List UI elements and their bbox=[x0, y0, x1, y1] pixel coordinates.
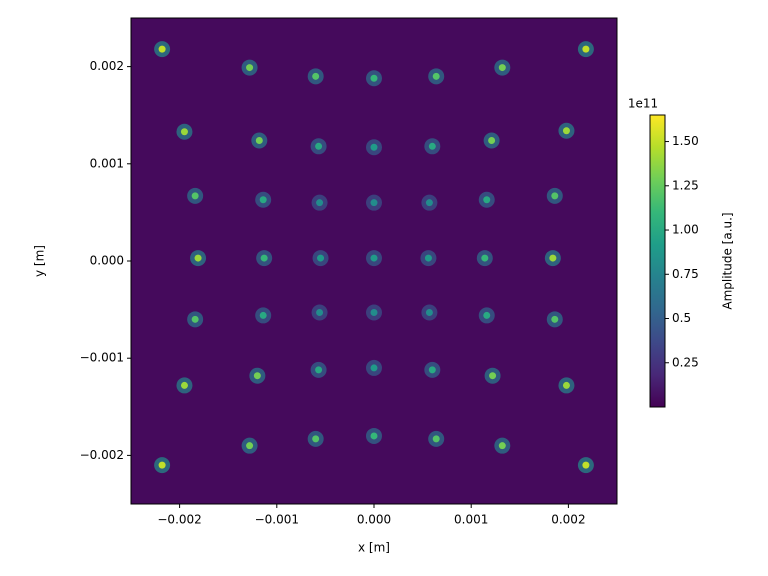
spot bbox=[253, 372, 261, 380]
colorbar-tick-label: 1.50 bbox=[672, 134, 699, 148]
x-tick-label: −0.001 bbox=[255, 513, 299, 527]
y-tick-label: 0.000 bbox=[90, 254, 124, 268]
spot bbox=[428, 142, 436, 150]
spot bbox=[582, 461, 590, 469]
spot bbox=[549, 254, 557, 262]
spot bbox=[498, 442, 506, 450]
y-tick-label: −0.001 bbox=[80, 351, 124, 365]
spot bbox=[489, 372, 497, 380]
spot bbox=[315, 142, 323, 150]
y-axis-label: y [m] bbox=[33, 245, 47, 277]
spot bbox=[259, 196, 267, 204]
x-tick-label: −0.002 bbox=[157, 513, 201, 527]
colorbar-tick-label: 0.75 bbox=[672, 267, 699, 281]
spot bbox=[562, 127, 570, 135]
spot bbox=[312, 435, 320, 443]
colorbar-tick-label: 0.5 bbox=[672, 311, 691, 325]
spot bbox=[312, 72, 320, 80]
spot bbox=[370, 309, 378, 317]
y-tick-label: 0.001 bbox=[90, 156, 124, 170]
y-tick-label: −0.002 bbox=[80, 448, 124, 462]
spot bbox=[370, 143, 378, 151]
colorbar-label: Amplitude [a.u.] bbox=[721, 212, 735, 309]
spot bbox=[260, 254, 268, 262]
spot bbox=[315, 366, 323, 374]
spot bbox=[488, 136, 496, 144]
x-tick-label: 0.000 bbox=[357, 513, 391, 527]
spot bbox=[562, 381, 570, 389]
spot bbox=[259, 311, 267, 319]
spot bbox=[498, 64, 506, 72]
spot bbox=[191, 192, 199, 200]
spot bbox=[370, 199, 378, 207]
spot bbox=[194, 254, 202, 262]
spot bbox=[551, 315, 559, 323]
spot bbox=[428, 366, 436, 374]
spot bbox=[483, 196, 491, 204]
spot bbox=[255, 136, 263, 144]
spot bbox=[316, 199, 324, 207]
spot bbox=[425, 309, 433, 317]
colorbar-tick-label: 1.00 bbox=[672, 223, 699, 237]
spot bbox=[582, 45, 590, 53]
spot bbox=[317, 254, 325, 262]
y-tick-label: 0.002 bbox=[90, 59, 124, 73]
spot bbox=[432, 435, 440, 443]
image-area bbox=[131, 18, 617, 504]
spot bbox=[551, 192, 559, 200]
spot bbox=[191, 315, 199, 323]
spot bbox=[158, 45, 166, 53]
spot bbox=[424, 254, 432, 262]
spot bbox=[370, 74, 378, 82]
colorbar-tick-label: 1.25 bbox=[672, 178, 699, 192]
spot bbox=[481, 254, 489, 262]
x-tick-label: 0.001 bbox=[454, 513, 488, 527]
spot bbox=[316, 309, 324, 317]
colorbar bbox=[649, 114, 666, 408]
spot bbox=[158, 461, 166, 469]
spot bbox=[246, 442, 254, 450]
spot bbox=[483, 311, 491, 319]
x-axis-label: x [m] bbox=[358, 541, 390, 555]
spot bbox=[370, 364, 378, 372]
spot bbox=[180, 381, 188, 389]
colorbar-offset: 1e11 bbox=[628, 97, 658, 111]
x-tick-label: 0.002 bbox=[551, 513, 585, 527]
spot bbox=[370, 254, 378, 262]
spot bbox=[246, 64, 254, 72]
spot bbox=[425, 199, 433, 207]
spot bbox=[432, 72, 440, 80]
colorbar-tick-label: 0.25 bbox=[672, 355, 699, 369]
spot bbox=[180, 128, 188, 136]
spot bbox=[370, 432, 378, 440]
